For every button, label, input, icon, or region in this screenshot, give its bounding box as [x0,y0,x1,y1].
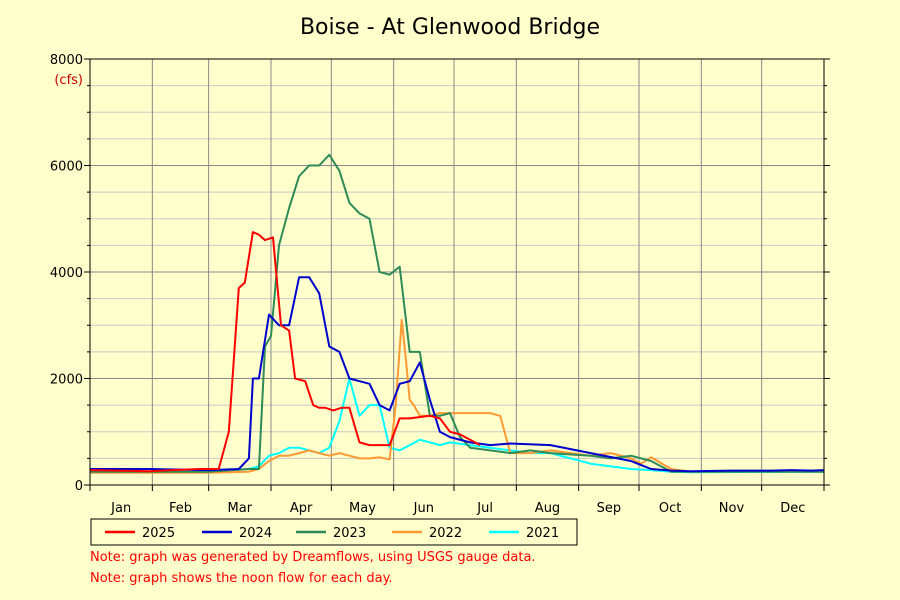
x-tick-label: Jan [110,501,131,516]
x-tick-label: Mar [228,501,253,516]
x-tick-label: Nov [719,501,745,516]
x-tick-label: Oct [659,501,681,516]
y-tick-label: 2000 [50,373,83,388]
x-tick-label: Jun [413,501,434,516]
chart-title: Boise - At Glenwood Bridge [300,15,600,40]
series-line-2022 [90,318,825,474]
x-tick-label: Jul [476,501,493,516]
axis-ticks: 0 2000 4000 6000 8000 Jan Feb Mar Apr May Jun Jul Au… [50,53,830,516]
x-tick-label: Sep [597,501,622,516]
note-source: Note: graph was generated by Dreamflows,… [90,550,536,565]
series-line-2023 [90,153,824,473]
x-tick-label: Apr [290,501,313,516]
legend-label-2021: 2021 [526,526,559,541]
series-line-2025 [89,231,481,473]
legend-label-2023: 2023 [333,526,366,541]
series-line-2021 [90,377,825,474]
series-group [89,153,825,474]
legend-label-2024: 2024 [239,526,272,541]
x-tick-label: Aug [535,501,560,516]
note-noon-flow: Note: graph shows the noon flow for each… [90,571,393,586]
y-tick-label: 4000 [50,266,83,281]
grid [90,59,824,485]
legend-label-2022: 2022 [429,526,462,541]
legend: 2025 2024 2023 2022 2021 [90,518,578,546]
y-unit-label: (cfs) [54,73,83,88]
x-tick-label: Dec [780,501,805,516]
y-tick-label: 8000 [50,53,83,68]
x-tick-label: Feb [169,501,192,516]
legend-label-2025: 2025 [142,526,175,541]
x-tick-label: May [349,501,376,516]
y-tick-label: 6000 [50,160,83,175]
y-tick-label: 0 [75,479,83,494]
series-line-2024 [90,276,825,473]
